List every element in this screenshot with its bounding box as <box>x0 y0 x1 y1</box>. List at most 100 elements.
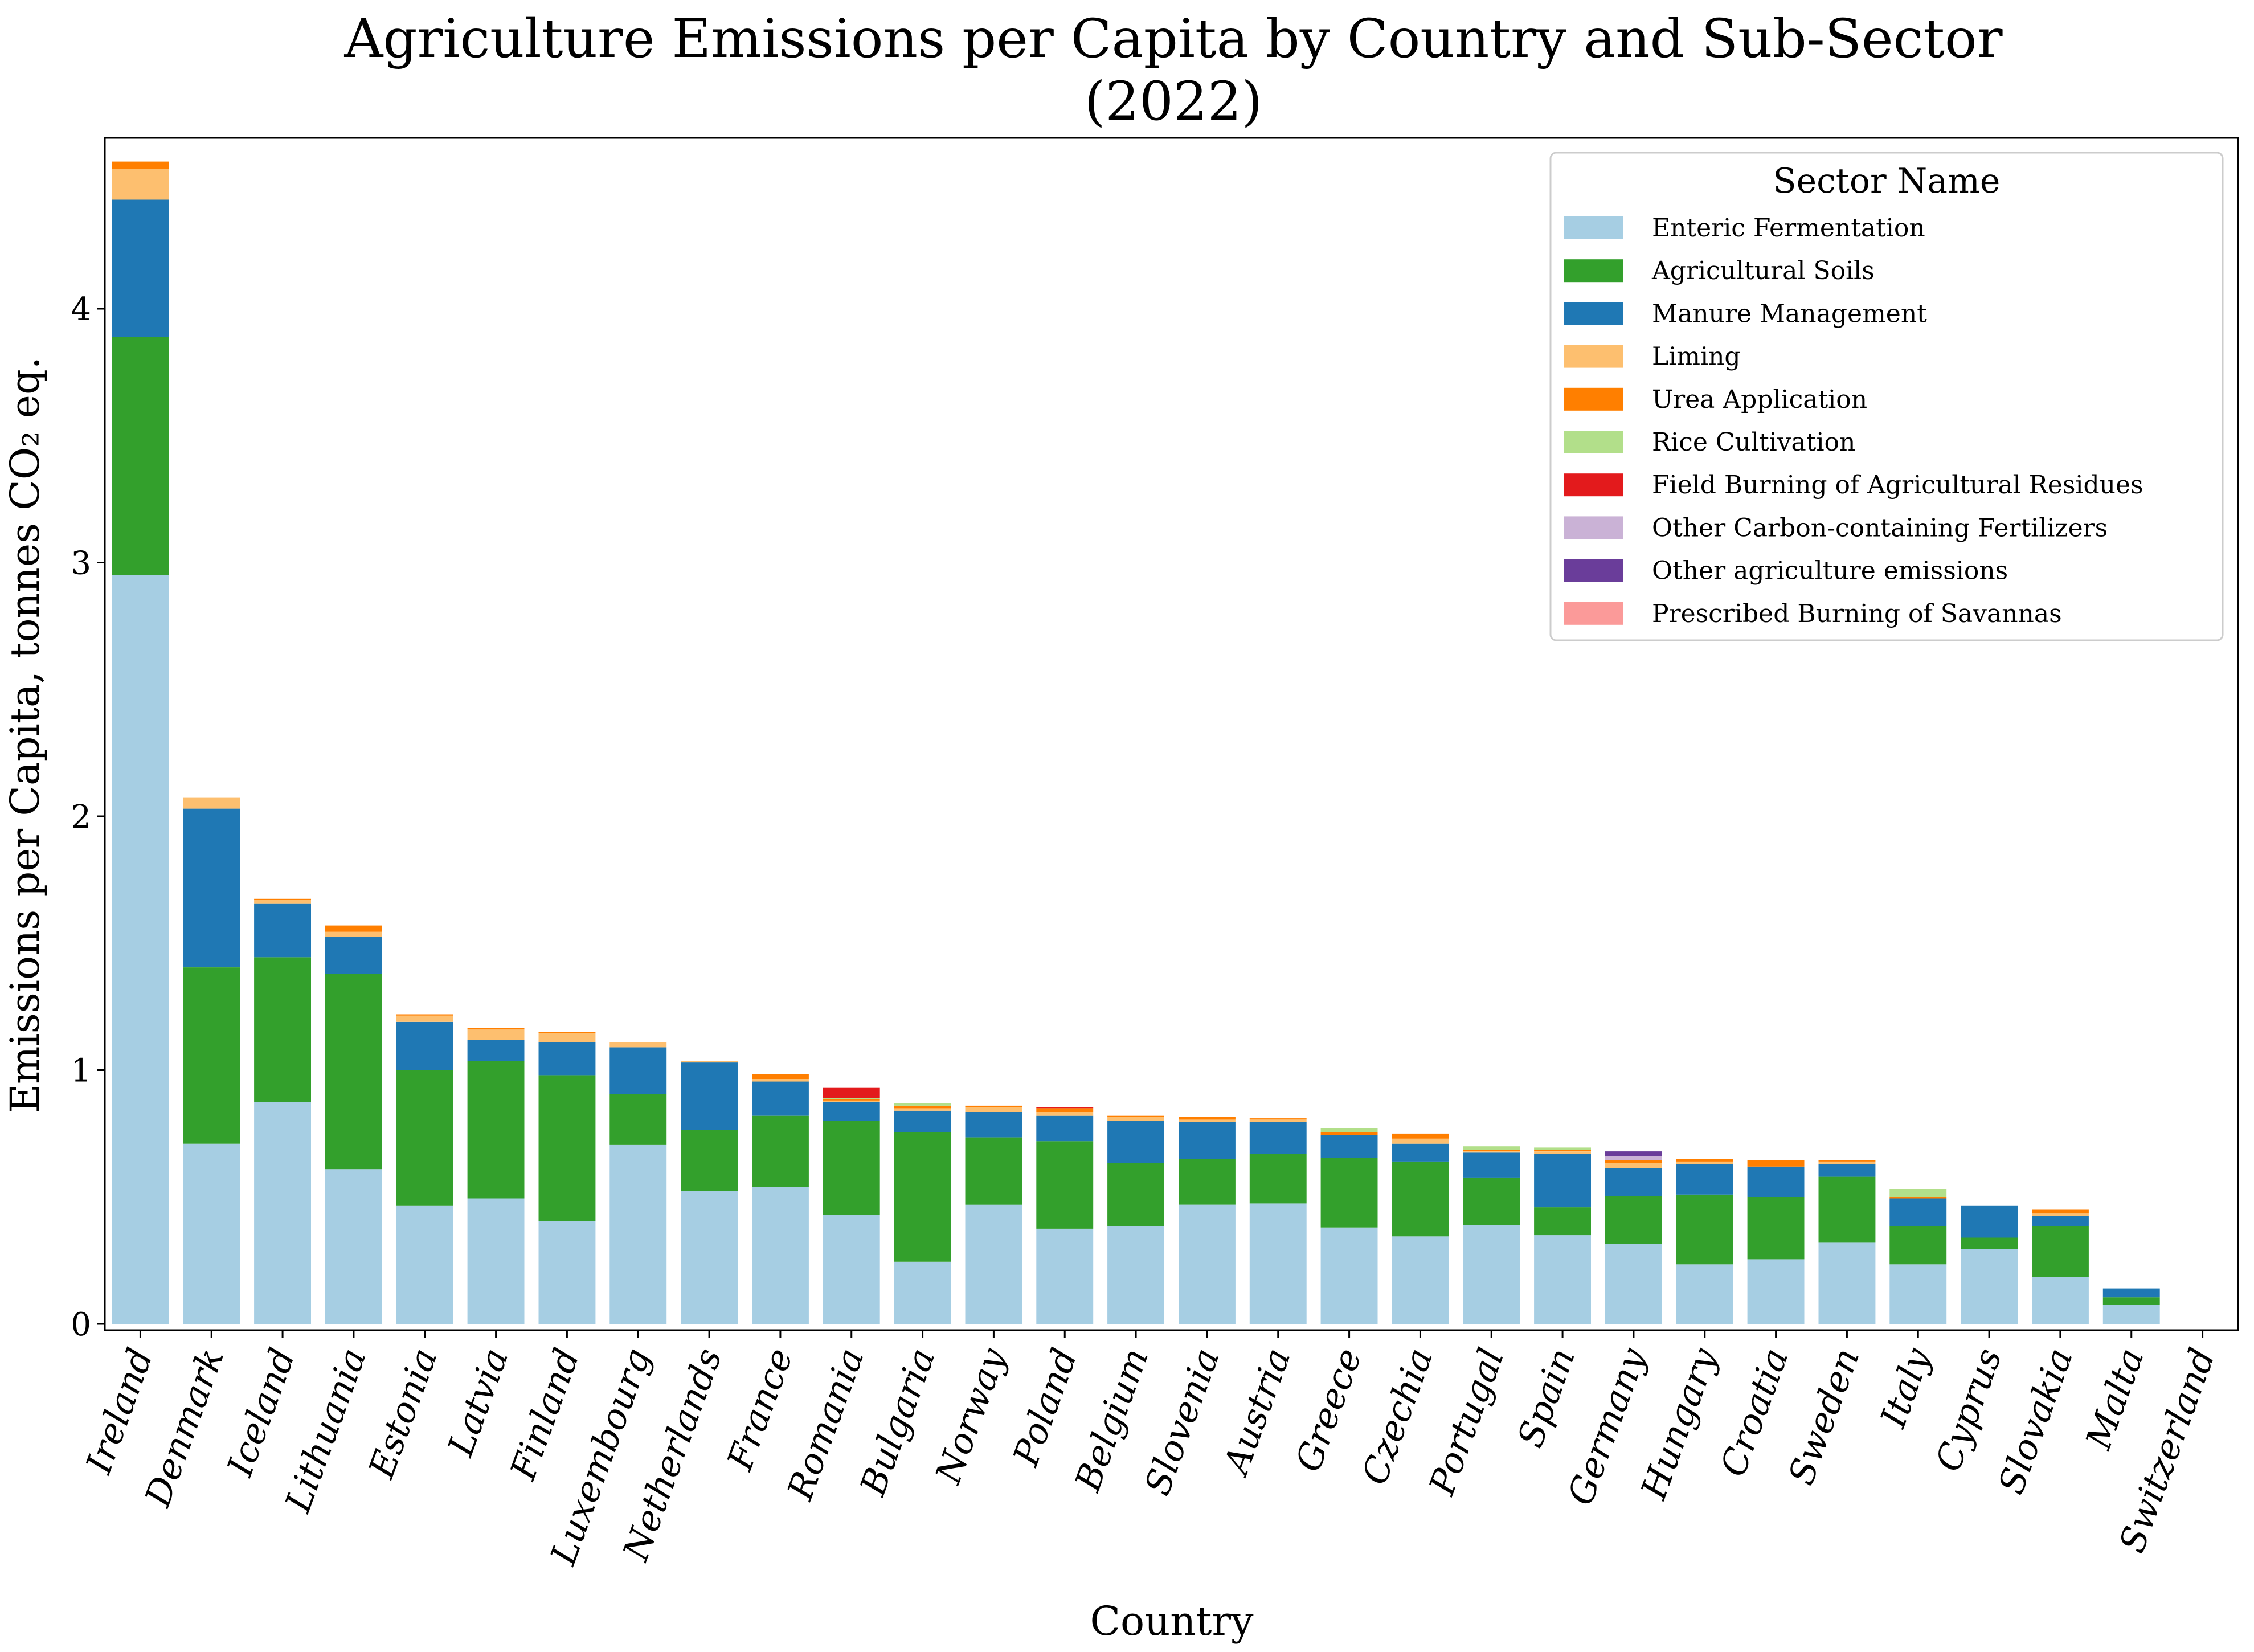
bar-segment <box>894 1261 951 1324</box>
bar-segment <box>325 974 382 1170</box>
bar-segment <box>1747 1166 1805 1197</box>
bar-segment <box>1463 1150 1520 1151</box>
bar-segment <box>1036 1115 1094 1142</box>
bar-segment <box>254 957 311 1102</box>
bar-segment <box>538 1221 596 1324</box>
bar-segment <box>1036 1228 1094 1324</box>
bar-segment <box>2032 1277 2089 1324</box>
legend-label: Manure Management <box>1652 299 1927 328</box>
bar-segment <box>2032 1226 2089 1277</box>
bar-segment <box>1676 1159 1733 1162</box>
bar-segment <box>1961 1205 2018 1238</box>
y-tick-label: 4 <box>71 291 91 328</box>
x-tick-label: Spain <box>1509 1343 1583 1453</box>
bar-segment <box>1179 1122 1236 1159</box>
legend-label: Field Burning of Agricultural Residues <box>1652 471 2143 500</box>
bar-segment <box>1605 1151 1662 1156</box>
bar-segment <box>112 161 169 169</box>
bar-segment <box>467 1198 525 1324</box>
legend-label: Agricultural Soils <box>1651 256 1875 285</box>
bar-segment <box>1249 1119 1307 1122</box>
bar-segment <box>467 1028 525 1030</box>
bar-segment <box>2102 1288 2160 1298</box>
bar-segment <box>1320 1128 1378 1132</box>
bar-segment <box>823 1099 880 1101</box>
bar-segment <box>325 931 382 937</box>
bar-segment <box>1249 1154 1307 1204</box>
x-tick-label: France <box>718 1343 801 1476</box>
bar-segment <box>1107 1121 1164 1163</box>
bar-segment <box>1179 1119 1236 1122</box>
bar-segment <box>1534 1151 1591 1154</box>
bar-segment <box>538 1033 596 1042</box>
bar-segment <box>1818 1160 1876 1162</box>
bar-segment <box>1747 1197 1805 1260</box>
legend-swatch <box>1564 302 1623 325</box>
bar-segment <box>1605 1156 1662 1160</box>
x-tick-label: Austria <box>1214 1343 1299 1482</box>
legend-label: Enteric Fermentation <box>1652 214 1925 243</box>
bar-segment <box>1392 1143 1449 1162</box>
bar-segment <box>538 1032 596 1033</box>
legend-items: Enteric Fermentation Agricultural Soils Ma… <box>1564 214 2143 628</box>
bar-segment <box>1605 1163 1662 1168</box>
bar-segment <box>1889 1189 1947 1197</box>
bar-segment <box>1818 1176 1876 1243</box>
bar-segment <box>467 1061 525 1199</box>
bar-segment <box>1107 1117 1164 1121</box>
bar-segment <box>396 1205 453 1324</box>
y-tick-label: 2 <box>71 799 91 836</box>
legend-swatch <box>1564 473 1623 497</box>
bar-segment <box>2102 1297 2160 1305</box>
bar-segment <box>609 1144 667 1324</box>
bar-segment <box>1605 1168 1662 1196</box>
bar-segment <box>1392 1138 1449 1144</box>
bar-segment <box>894 1110 951 1132</box>
bar-segment <box>1747 1259 1805 1324</box>
bar-segment <box>1036 1141 1094 1229</box>
bar-segment <box>894 1103 951 1106</box>
chart-subtitle: (2022) <box>1085 71 1263 133</box>
bar-segment <box>325 937 382 974</box>
bar-segment <box>183 1143 240 1324</box>
bar-segment <box>112 337 169 575</box>
bar-segment <box>823 1102 880 1121</box>
x-tick-label: Ireland <box>77 1343 161 1479</box>
bar-segment <box>1889 1264 1947 1324</box>
bar-segment <box>752 1187 809 1324</box>
bar-segment <box>965 1137 1022 1205</box>
bar-segment <box>1534 1207 1591 1236</box>
bar-segment <box>1463 1177 1520 1225</box>
bar-segment <box>1889 1197 1947 1199</box>
bar-segment <box>183 967 240 1144</box>
bar-segment <box>1179 1159 1236 1205</box>
bar-segment <box>1320 1158 1378 1228</box>
legend-swatch <box>1564 431 1623 453</box>
bar-segment <box>1392 1133 1449 1139</box>
bar-segment <box>965 1204 1022 1324</box>
x-tick-label: Poland <box>1005 1343 1086 1471</box>
bar-segment <box>1392 1161 1449 1237</box>
bar-segment <box>183 808 240 967</box>
bar-segment <box>1107 1226 1164 1324</box>
bar-segment <box>1107 1163 1164 1226</box>
bar-segment <box>894 1108 951 1111</box>
bar-segment <box>609 1047 667 1094</box>
legend-swatch <box>1564 216 1623 239</box>
bar-segment <box>752 1079 809 1082</box>
bar-segment <box>1961 1237 2018 1249</box>
bar-segment <box>1818 1164 1876 1177</box>
bar-segment <box>1534 1235 1591 1324</box>
bar-segment <box>1463 1225 1520 1324</box>
bar-segment <box>1889 1226 1947 1265</box>
bar-segment <box>1676 1194 1733 1265</box>
bar-segment <box>1961 1249 2018 1324</box>
bar-segment <box>1534 1150 1591 1151</box>
bar-segment <box>1818 1242 1876 1324</box>
bar-segment <box>254 903 311 958</box>
y-tick-label: 1 <box>71 1053 91 1090</box>
bar-segment <box>965 1112 1022 1138</box>
bar-segment <box>752 1081 809 1116</box>
x-axis-ticks: IrelandDenmarkIcelandLithuaniaEstoniaLat… <box>77 1330 2223 1571</box>
legend-box <box>1549 152 2224 641</box>
